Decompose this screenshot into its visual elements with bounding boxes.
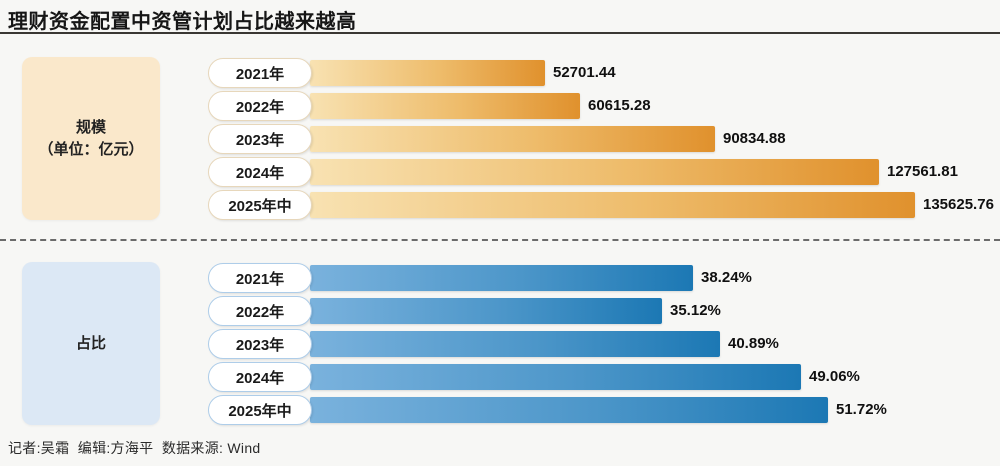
credits-footer: 记者:吴霜 编辑:方海平 数据来源: Wind [8, 440, 261, 456]
bar-value-label: 60615.28 [588, 97, 651, 114]
category-pill: 2024年 [208, 157, 312, 187]
bar-value-label: 127561.81 [887, 163, 958, 180]
section-scale: 规模 （单位：亿元） 2021年 52701.44 2022年 60615.28 202… [0, 57, 1000, 223]
bar-value-label: 49.06% [809, 368, 860, 385]
bar-rows-ratio: 2021年 38.24% 2022年 35.12% 2023年 40.89% 2024年 49… [208, 263, 988, 428]
category-pill: 2021年 [208, 263, 312, 293]
section-divider [0, 239, 1000, 241]
category-pill: 2021年 [208, 58, 312, 88]
bar-row: 2024年 127561.81 [208, 157, 988, 187]
bar-value-label: 40.89% [728, 335, 779, 352]
bar-value-label: 52701.44 [553, 64, 616, 81]
section-ratio: 占比 2021年 38.24% 2022年 35.12% 2023年 40.89% 2024… [0, 262, 1000, 428]
category-pill: 2025年中 [208, 395, 312, 425]
bar-value-label: 90834.88 [723, 130, 786, 147]
category-pill: 2024年 [208, 362, 312, 392]
category-pill: 2025年中 [208, 190, 312, 220]
bar-row: 2022年 60615.28 [208, 91, 988, 121]
bar-row: 2025年中 51.72% [208, 395, 988, 425]
bar [310, 364, 801, 390]
group-label-ratio: 占比 [22, 262, 160, 425]
group-sublabel-text: （单位：亿元） [38, 140, 144, 158]
bar-value-label: 51.72% [836, 401, 887, 418]
bar-row: 2022年 35.12% [208, 296, 988, 326]
category-pill: 2023年 [208, 329, 312, 359]
bar [310, 192, 915, 218]
bar [310, 397, 828, 423]
bar-value-label: 135625.76 [923, 196, 994, 213]
category-pill: 2023年 [208, 124, 312, 154]
bar-row: 2021年 52701.44 [208, 58, 988, 88]
bar [310, 126, 715, 152]
bar-rows-scale: 2021年 52701.44 2022年 60615.28 2023年 90834.88 2… [208, 58, 994, 223]
group-label-text: 规模 [75, 118, 106, 136]
category-pill: 2022年 [208, 91, 312, 121]
bar-row: 2021年 38.24% [208, 263, 988, 293]
bar [310, 331, 720, 357]
page-title: 理财资金配置中资管计划占比越来越高 [8, 11, 357, 33]
category-pill: 2022年 [208, 296, 312, 326]
bar-row: 2023年 90834.88 [208, 124, 988, 154]
bar-value-label: 38.24% [701, 269, 752, 286]
group-label-scale: 规模 （单位：亿元） [22, 57, 160, 220]
bar [310, 60, 545, 86]
bar [310, 265, 693, 291]
title-divider [0, 32, 1000, 34]
group-label-text: 占比 [75, 334, 106, 352]
bar-value-label: 35.12% [670, 302, 721, 319]
bar-row: 2024年 49.06% [208, 362, 988, 392]
bar [310, 298, 662, 324]
bar-row: 2023年 40.89% [208, 329, 988, 359]
bar-row: 2025年中 135625.76 [208, 190, 994, 220]
bar [310, 93, 580, 119]
bar [310, 159, 879, 185]
